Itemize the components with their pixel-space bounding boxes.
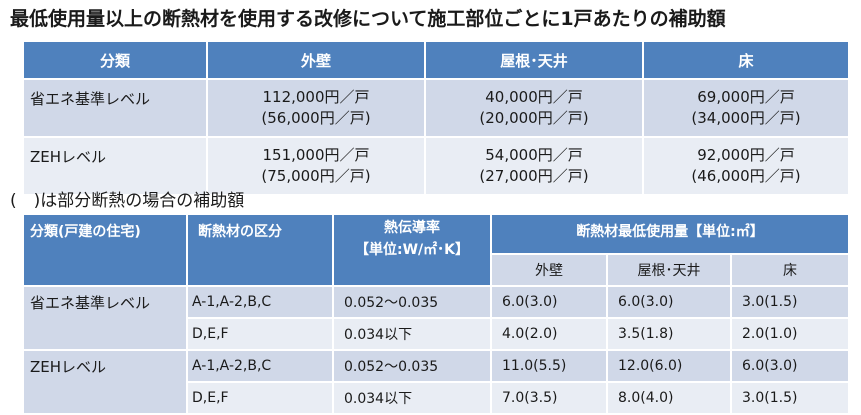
subsidy-cell: 69,000円／戸 (34,000円／戸): [642, 78, 850, 138]
usage-cell: 6.0(3.0): [490, 285, 608, 319]
usage-cell: 6.0(3.0): [730, 349, 850, 383]
header-min-usage: 断熱材最低使用量【単位:㎡】: [490, 213, 850, 255]
row-label: ZEHレベル: [22, 136, 208, 196]
subheader-floor: 床: [730, 253, 850, 287]
insulation-table: 分類(戸建の住宅) 断熱材の区分 熱伝導率 【単位:W/㎡･K】 断熱材最低使用量…: [22, 213, 850, 415]
table-row: 省エネ基準レベル A-1,A-2,B,C 0.052～0.035 6.0(3.0…: [22, 285, 850, 351]
header-floor: 床: [642, 40, 850, 80]
material-cell: A-1,A-2,B,C: [186, 349, 334, 383]
header-category: 分類: [22, 40, 208, 80]
group-label: ZEHレベル: [22, 349, 188, 415]
material-cell: D,E,F: [186, 381, 334, 415]
conductivity-cell: 0.052～0.035: [332, 285, 492, 319]
group-label: 省エネ基準レベル: [22, 285, 188, 351]
conductivity-cell: 0.052～0.035: [332, 349, 492, 383]
subsidy-cell: 54,000円／戸 (27,000円／戸): [424, 136, 644, 196]
table-row: ZEHレベル A-1,A-2,B,C 0.052～0.035 11.0(5.5)…: [22, 349, 850, 415]
row-label: 省エネ基準レベル: [22, 78, 208, 138]
insulation-table-subheader: 外壁 屋根･天井 床: [23, 253, 850, 287]
usage-cell: 11.0(5.5): [490, 349, 608, 383]
header-roof-ceiling: 屋根･天井: [424, 40, 644, 80]
usage-cell: 2.0(1.0): [730, 317, 850, 351]
subsidy-table-header: 分類 外壁 屋根･天井 床: [22, 40, 850, 80]
insulation-table-header: 分類(戸建の住宅) 断熱材の区分 熱伝導率 【単位:W/㎡･K】 断熱材最低使用量…: [22, 213, 850, 287]
usage-cell: 8.0(4.0): [606, 381, 732, 415]
conductivity-cell: 0.034以下: [332, 317, 492, 351]
table-row: ZEHレベル 151,000円／戸 (75,000円／戸) 54,000円／戸 (2…: [22, 136, 850, 196]
subheader-roof-ceiling: 屋根･天井: [606, 253, 732, 287]
header-material: 断熱材の区分: [186, 213, 334, 287]
page-title: 最低使用量以上の断熱材を使用する改修について施工部位ごとに1戸あたりの補助額: [10, 8, 726, 30]
header-category: 分類(戸建の住宅): [22, 213, 188, 287]
usage-cell: 3.0(1.5): [730, 381, 850, 415]
usage-cell: 3.0(1.5): [730, 285, 850, 319]
usage-cell: 3.5(1.8): [606, 317, 732, 351]
table-row: D,E,F 0.034以下 4.0(2.0) 3.5(1.8) 2.0(1.0): [23, 317, 850, 351]
usage-cell: 4.0(2.0): [490, 317, 608, 351]
subsidy-cell: 40,000円／戸 (20,000円／戸): [424, 78, 644, 138]
usage-cell: 12.0(6.0): [606, 349, 732, 383]
subheader-outer-wall: 外壁: [490, 253, 608, 287]
subsidy-cell: 112,000円／戸 (56,000円／戸): [206, 78, 426, 138]
subsidy-cell: 151,000円／戸 (75,000円／戸): [206, 136, 426, 196]
partial-insulation-note: ( )は部分断熱の場合の補助額: [10, 191, 245, 211]
material-cell: D,E,F: [186, 317, 334, 351]
subsidy-table: 分類 外壁 屋根･天井 床 省エネ基準レベル 112,000円／戸 (56,000…: [22, 40, 850, 196]
conductivity-cell: 0.034以下: [332, 381, 492, 415]
usage-cell: 6.0(3.0): [606, 285, 732, 319]
table-row: 省エネ基準レベル 112,000円／戸 (56,000円／戸) 40,000円／戸…: [22, 78, 850, 138]
header-conductivity: 熱伝導率 【単位:W/㎡･K】: [332, 213, 492, 287]
material-cell: A-1,A-2,B,C: [186, 285, 334, 319]
subsidy-cell: 92,000円／戸 (46,000円／戸): [642, 136, 850, 196]
usage-cell: 7.0(3.5): [490, 381, 608, 415]
header-outer-wall: 外壁: [206, 40, 426, 80]
